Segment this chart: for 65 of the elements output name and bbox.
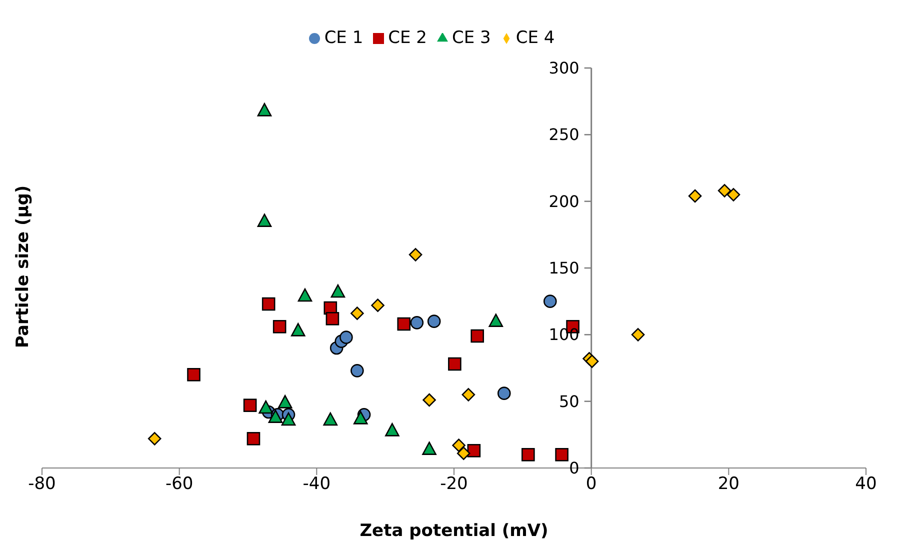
point [397,317,411,331]
point [350,364,364,378]
point [462,388,476,402]
y-tick-label: 100 [548,325,580,344]
point [522,448,535,462]
point [585,354,599,368]
point [268,410,283,423]
point [340,330,353,344]
point [726,188,740,202]
legend-label: CE 2 [388,28,427,48]
point [281,412,296,426]
y-tick-label: 250 [548,125,580,144]
point [543,294,557,308]
y-tick-label: 200 [548,192,580,211]
point [353,411,368,424]
point [422,442,436,455]
legend-label: CE 1 [324,28,364,48]
point [385,423,400,436]
point [467,444,481,458]
point [718,184,732,198]
y-tick-label: 0 [569,458,580,478]
point [278,395,292,408]
point [323,412,338,426]
point [326,312,340,326]
x-tick-label: -40 [302,474,331,494]
x-tick-label: 40 [855,474,877,494]
x-tick-label: -80 [28,474,56,494]
point [257,214,272,227]
point [470,329,484,343]
point [408,248,422,262]
x-tick-label: 0 [586,474,597,494]
point [452,438,466,452]
point [350,306,364,320]
point [422,393,436,407]
x-tick-label: -60 [165,474,194,494]
point [371,298,384,312]
point [448,357,462,371]
y-tick-label: 150 [548,258,580,278]
point [631,328,645,342]
x-tick-label: 20 [718,474,740,494]
point [688,189,702,203]
point [258,400,274,414]
point [298,288,312,302]
y-tick-label: 300 [548,58,580,78]
y-tick-label: 50 [558,392,580,411]
x-tick-label: -20 [440,474,468,494]
point [187,368,200,382]
point [257,103,272,116]
point [427,314,441,328]
legend-label: CE 4 [516,28,555,48]
point [262,297,276,311]
x-axis-title: Zeta potential (mV) [360,521,548,541]
point [555,448,568,462]
point [148,432,162,446]
point [290,323,306,336]
point [410,316,424,330]
legend-label: CE 3 [452,28,491,48]
y-axis-title: Particle size (µg) [13,185,34,348]
point [497,386,511,400]
point [246,432,260,446]
point [243,398,257,412]
point [272,320,286,334]
point [456,446,470,460]
point [488,314,504,327]
point [330,284,346,298]
